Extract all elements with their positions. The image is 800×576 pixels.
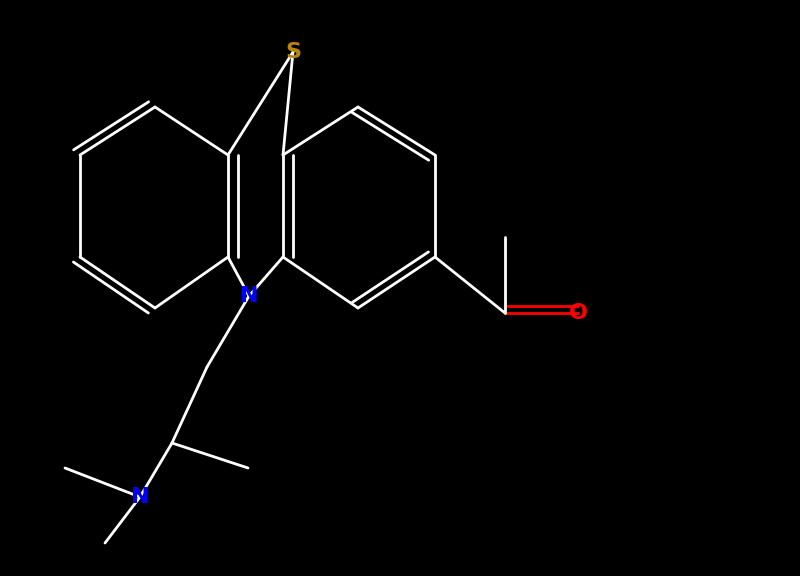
Text: N: N xyxy=(240,286,258,306)
Text: N: N xyxy=(130,487,150,507)
Text: O: O xyxy=(569,303,587,323)
Text: S: S xyxy=(285,42,301,62)
